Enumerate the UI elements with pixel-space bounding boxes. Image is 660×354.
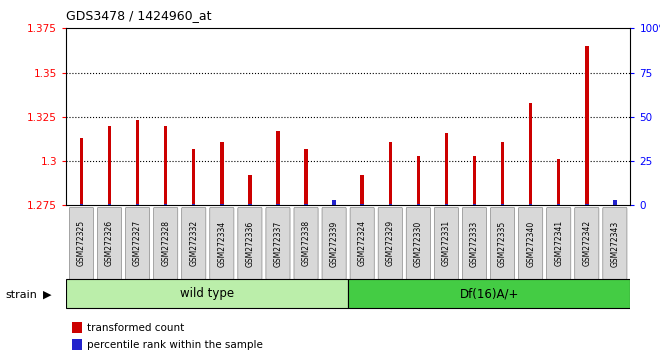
Text: wild type: wild type <box>180 287 234 300</box>
Text: GSM272334: GSM272334 <box>217 220 226 267</box>
Text: GSM272338: GSM272338 <box>302 220 311 267</box>
Bar <box>557 204 560 205</box>
FancyBboxPatch shape <box>322 207 346 279</box>
Text: GSM272325: GSM272325 <box>77 220 86 267</box>
FancyBboxPatch shape <box>210 207 234 279</box>
FancyBboxPatch shape <box>348 280 630 308</box>
Bar <box>557 159 560 205</box>
Text: GSM272340: GSM272340 <box>526 220 535 267</box>
FancyBboxPatch shape <box>575 207 599 279</box>
FancyBboxPatch shape <box>125 207 150 279</box>
Bar <box>389 142 392 205</box>
Text: GSM272326: GSM272326 <box>105 220 114 267</box>
Bar <box>136 204 139 205</box>
Text: GDS3478 / 1424960_at: GDS3478 / 1424960_at <box>66 9 211 22</box>
FancyBboxPatch shape <box>238 207 262 279</box>
FancyBboxPatch shape <box>378 207 403 279</box>
Bar <box>585 46 589 205</box>
FancyBboxPatch shape <box>69 207 94 279</box>
Text: GSM272324: GSM272324 <box>358 220 367 267</box>
Bar <box>80 138 83 205</box>
Text: GSM272328: GSM272328 <box>161 221 170 267</box>
Text: strain: strain <box>5 290 37 299</box>
Text: GSM272332: GSM272332 <box>189 220 198 267</box>
Text: GSM272333: GSM272333 <box>470 220 479 267</box>
FancyBboxPatch shape <box>154 207 178 279</box>
Bar <box>304 204 308 205</box>
Bar <box>416 204 420 205</box>
Text: GSM272331: GSM272331 <box>442 220 451 267</box>
FancyBboxPatch shape <box>407 207 430 279</box>
Bar <box>248 204 251 205</box>
FancyBboxPatch shape <box>546 207 571 279</box>
Bar <box>220 204 224 205</box>
Text: GSM272335: GSM272335 <box>498 220 507 267</box>
Bar <box>304 149 308 205</box>
Bar <box>473 156 477 205</box>
Text: percentile rank within the sample: percentile rank within the sample <box>87 340 263 350</box>
Text: GSM272343: GSM272343 <box>610 220 619 267</box>
Text: Df(16)A/+: Df(16)A/+ <box>459 287 519 300</box>
Text: GSM272330: GSM272330 <box>414 220 423 267</box>
Bar <box>333 200 336 205</box>
Bar <box>136 120 139 205</box>
Text: GSM272336: GSM272336 <box>246 220 254 267</box>
Text: GSM272329: GSM272329 <box>385 220 395 267</box>
FancyBboxPatch shape <box>294 207 318 279</box>
Bar <box>501 204 504 205</box>
Bar <box>80 204 83 205</box>
Bar <box>248 175 251 205</box>
Text: GSM272342: GSM272342 <box>582 220 591 267</box>
Text: ▶: ▶ <box>44 290 51 299</box>
Bar <box>445 204 448 205</box>
FancyBboxPatch shape <box>434 207 459 279</box>
FancyBboxPatch shape <box>603 207 627 279</box>
Bar <box>108 126 112 205</box>
Bar <box>360 175 364 205</box>
Bar <box>613 200 616 205</box>
Text: GSM272341: GSM272341 <box>554 220 563 267</box>
Bar <box>276 131 280 205</box>
Bar <box>192 204 195 205</box>
FancyBboxPatch shape <box>66 280 348 308</box>
Bar <box>164 126 168 205</box>
Bar <box>529 103 533 205</box>
FancyBboxPatch shape <box>490 207 515 279</box>
Bar <box>192 149 195 205</box>
Text: GSM272339: GSM272339 <box>329 220 339 267</box>
Bar <box>473 204 477 205</box>
Bar <box>72 322 82 333</box>
Bar <box>585 204 589 205</box>
Bar <box>108 204 112 205</box>
Bar <box>164 204 168 205</box>
Bar <box>220 142 224 205</box>
Bar <box>416 156 420 205</box>
Bar <box>360 204 364 205</box>
Bar <box>613 200 616 205</box>
FancyBboxPatch shape <box>182 207 206 279</box>
FancyBboxPatch shape <box>266 207 290 279</box>
Text: transformed count: transformed count <box>87 323 185 333</box>
Text: GSM272327: GSM272327 <box>133 220 142 267</box>
FancyBboxPatch shape <box>98 207 121 279</box>
FancyBboxPatch shape <box>350 207 374 279</box>
Bar <box>445 133 448 205</box>
Bar <box>389 204 392 205</box>
FancyBboxPatch shape <box>519 207 543 279</box>
Bar <box>529 204 533 205</box>
Text: GSM272337: GSM272337 <box>273 220 282 267</box>
FancyBboxPatch shape <box>463 207 486 279</box>
Bar <box>501 142 504 205</box>
Bar <box>72 339 82 350</box>
Bar <box>276 204 280 205</box>
